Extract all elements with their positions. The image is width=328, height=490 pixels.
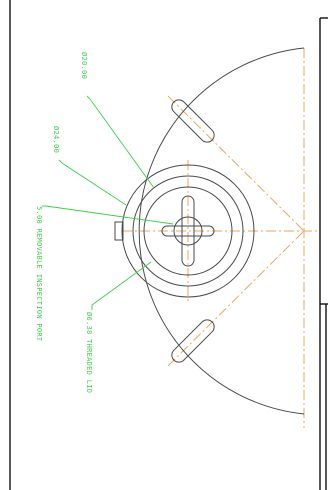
leader-removable-port: [42, 205, 174, 225]
callout-threaded-lid: Ø6.38 THREADED LID: [85, 312, 93, 393]
lower-slot: [171, 319, 215, 363]
inspection-port-inner-circle: [143, 186, 233, 276]
leader-lines: [42, 95, 174, 310]
leader-dia-outer: [86, 95, 155, 189]
tank-outer-arc: [138, 47, 305, 415]
leader-dia-inner: [58, 159, 127, 206]
callout-labels: Ø20.00 Ø24.00 5.00 REMOVABLE INSPECTION …: [35, 52, 93, 393]
callout-dia-inner: Ø24.00: [52, 126, 60, 153]
callout-dia-outer: Ø20.00: [80, 52, 88, 79]
drawing-frame: [9, 0, 328, 490]
centerlines: [122, 48, 320, 428]
threaded-lid-circle: [173, 216, 203, 246]
tank-geometry: [114, 47, 305, 415]
leader-threaded-lid: [91, 261, 152, 310]
inspection-port-outer-circle: [121, 164, 255, 298]
diagonal-centerline-lower: [167, 230, 305, 367]
side-nub: [114, 221, 124, 241]
upper-slot: [171, 99, 215, 143]
lid-handle-vertical: [181, 195, 195, 267]
diagonal-centerline-upper: [167, 95, 305, 232]
callout-removable-port: 5.00 REMOVABLE INSPECTION PORT: [35, 206, 43, 342]
lid-handle-horizontal: [161, 225, 215, 237]
inspection-port-middle-circle: [132, 175, 244, 287]
